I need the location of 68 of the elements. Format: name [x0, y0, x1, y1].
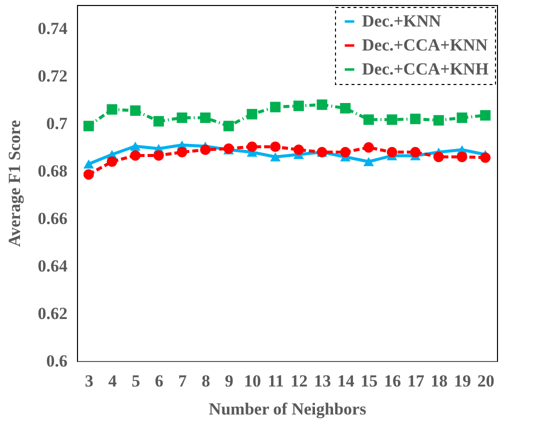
- x-tick-label: 5: [132, 372, 140, 390]
- x-tick-label: 11: [268, 372, 284, 390]
- x-axis-title: Number of Neighbors: [208, 400, 367, 418]
- point: [153, 150, 164, 161]
- point: [153, 116, 164, 127]
- x-tick-label: 12: [290, 372, 308, 390]
- y-tick-label: 0.66: [38, 209, 68, 228]
- point: [200, 112, 211, 123]
- point: [410, 146, 421, 158]
- point: [83, 169, 94, 180]
- point: [410, 114, 421, 124]
- x-tick-label: 3: [84, 372, 94, 390]
- point: [363, 142, 374, 153]
- x-tick-label: 9: [224, 372, 234, 390]
- point: [340, 146, 351, 158]
- point: [130, 150, 141, 161]
- point: [293, 100, 304, 112]
- legend-label: Dec.+KNN: [362, 12, 442, 30]
- x-tick-label: 17: [407, 372, 425, 390]
- y-tick-label: 0.64: [38, 256, 68, 276]
- y-axis-title: Average F1 Score: [4, 120, 24, 247]
- point: [386, 114, 398, 125]
- point: [270, 102, 281, 112]
- point: [83, 159, 94, 169]
- point: [433, 115, 444, 126]
- x-tick-label: 15: [360, 372, 378, 390]
- y-tick-label: 0.72: [38, 66, 68, 86]
- x-tick-label: 16: [384, 372, 401, 390]
- point: [130, 105, 141, 116]
- point: [176, 112, 188, 123]
- point: [293, 144, 304, 156]
- point: [223, 120, 234, 132]
- point: [340, 102, 351, 114]
- point: [433, 152, 444, 162]
- point: [363, 114, 374, 125]
- x-tick-label: 18: [430, 372, 448, 390]
- point: [130, 142, 141, 151]
- y-tick-label: 0.6: [46, 352, 68, 370]
- point: [270, 152, 281, 162]
- point: [456, 112, 468, 123]
- x-tick-label: 10: [244, 372, 261, 390]
- point: [176, 146, 188, 158]
- x-tick-label: 8: [202, 372, 210, 390]
- x-tick-label: 19: [454, 372, 471, 390]
- y-tick-label: 0.62: [38, 304, 68, 324]
- point: [480, 152, 491, 163]
- point: [106, 104, 118, 115]
- legend-label: Dec.+CCA+KNN: [362, 36, 488, 54]
- point: [246, 141, 258, 152]
- x-tick-label: 13: [314, 372, 331, 390]
- point: [106, 156, 118, 167]
- point: [456, 152, 468, 162]
- point: [83, 120, 94, 132]
- point: [246, 108, 258, 120]
- point: [363, 157, 374, 166]
- point: [386, 146, 398, 158]
- y-tick-label: 0.68: [38, 162, 68, 181]
- x-tick-label: 14: [337, 372, 355, 390]
- point: [480, 110, 491, 121]
- x-tick-label: 4: [108, 372, 118, 390]
- x-tick-label: 6: [154, 372, 164, 390]
- point: [316, 99, 328, 110]
- x-tick-label: 20: [477, 372, 494, 390]
- y-tick-label: 0.7: [46, 114, 68, 134]
- x-tick-label: 7: [178, 372, 188, 390]
- y-tick-label: 0.74: [38, 19, 68, 38]
- point: [270, 141, 281, 152]
- legend-label: Dec.+CCA+KNH: [362, 60, 489, 78]
